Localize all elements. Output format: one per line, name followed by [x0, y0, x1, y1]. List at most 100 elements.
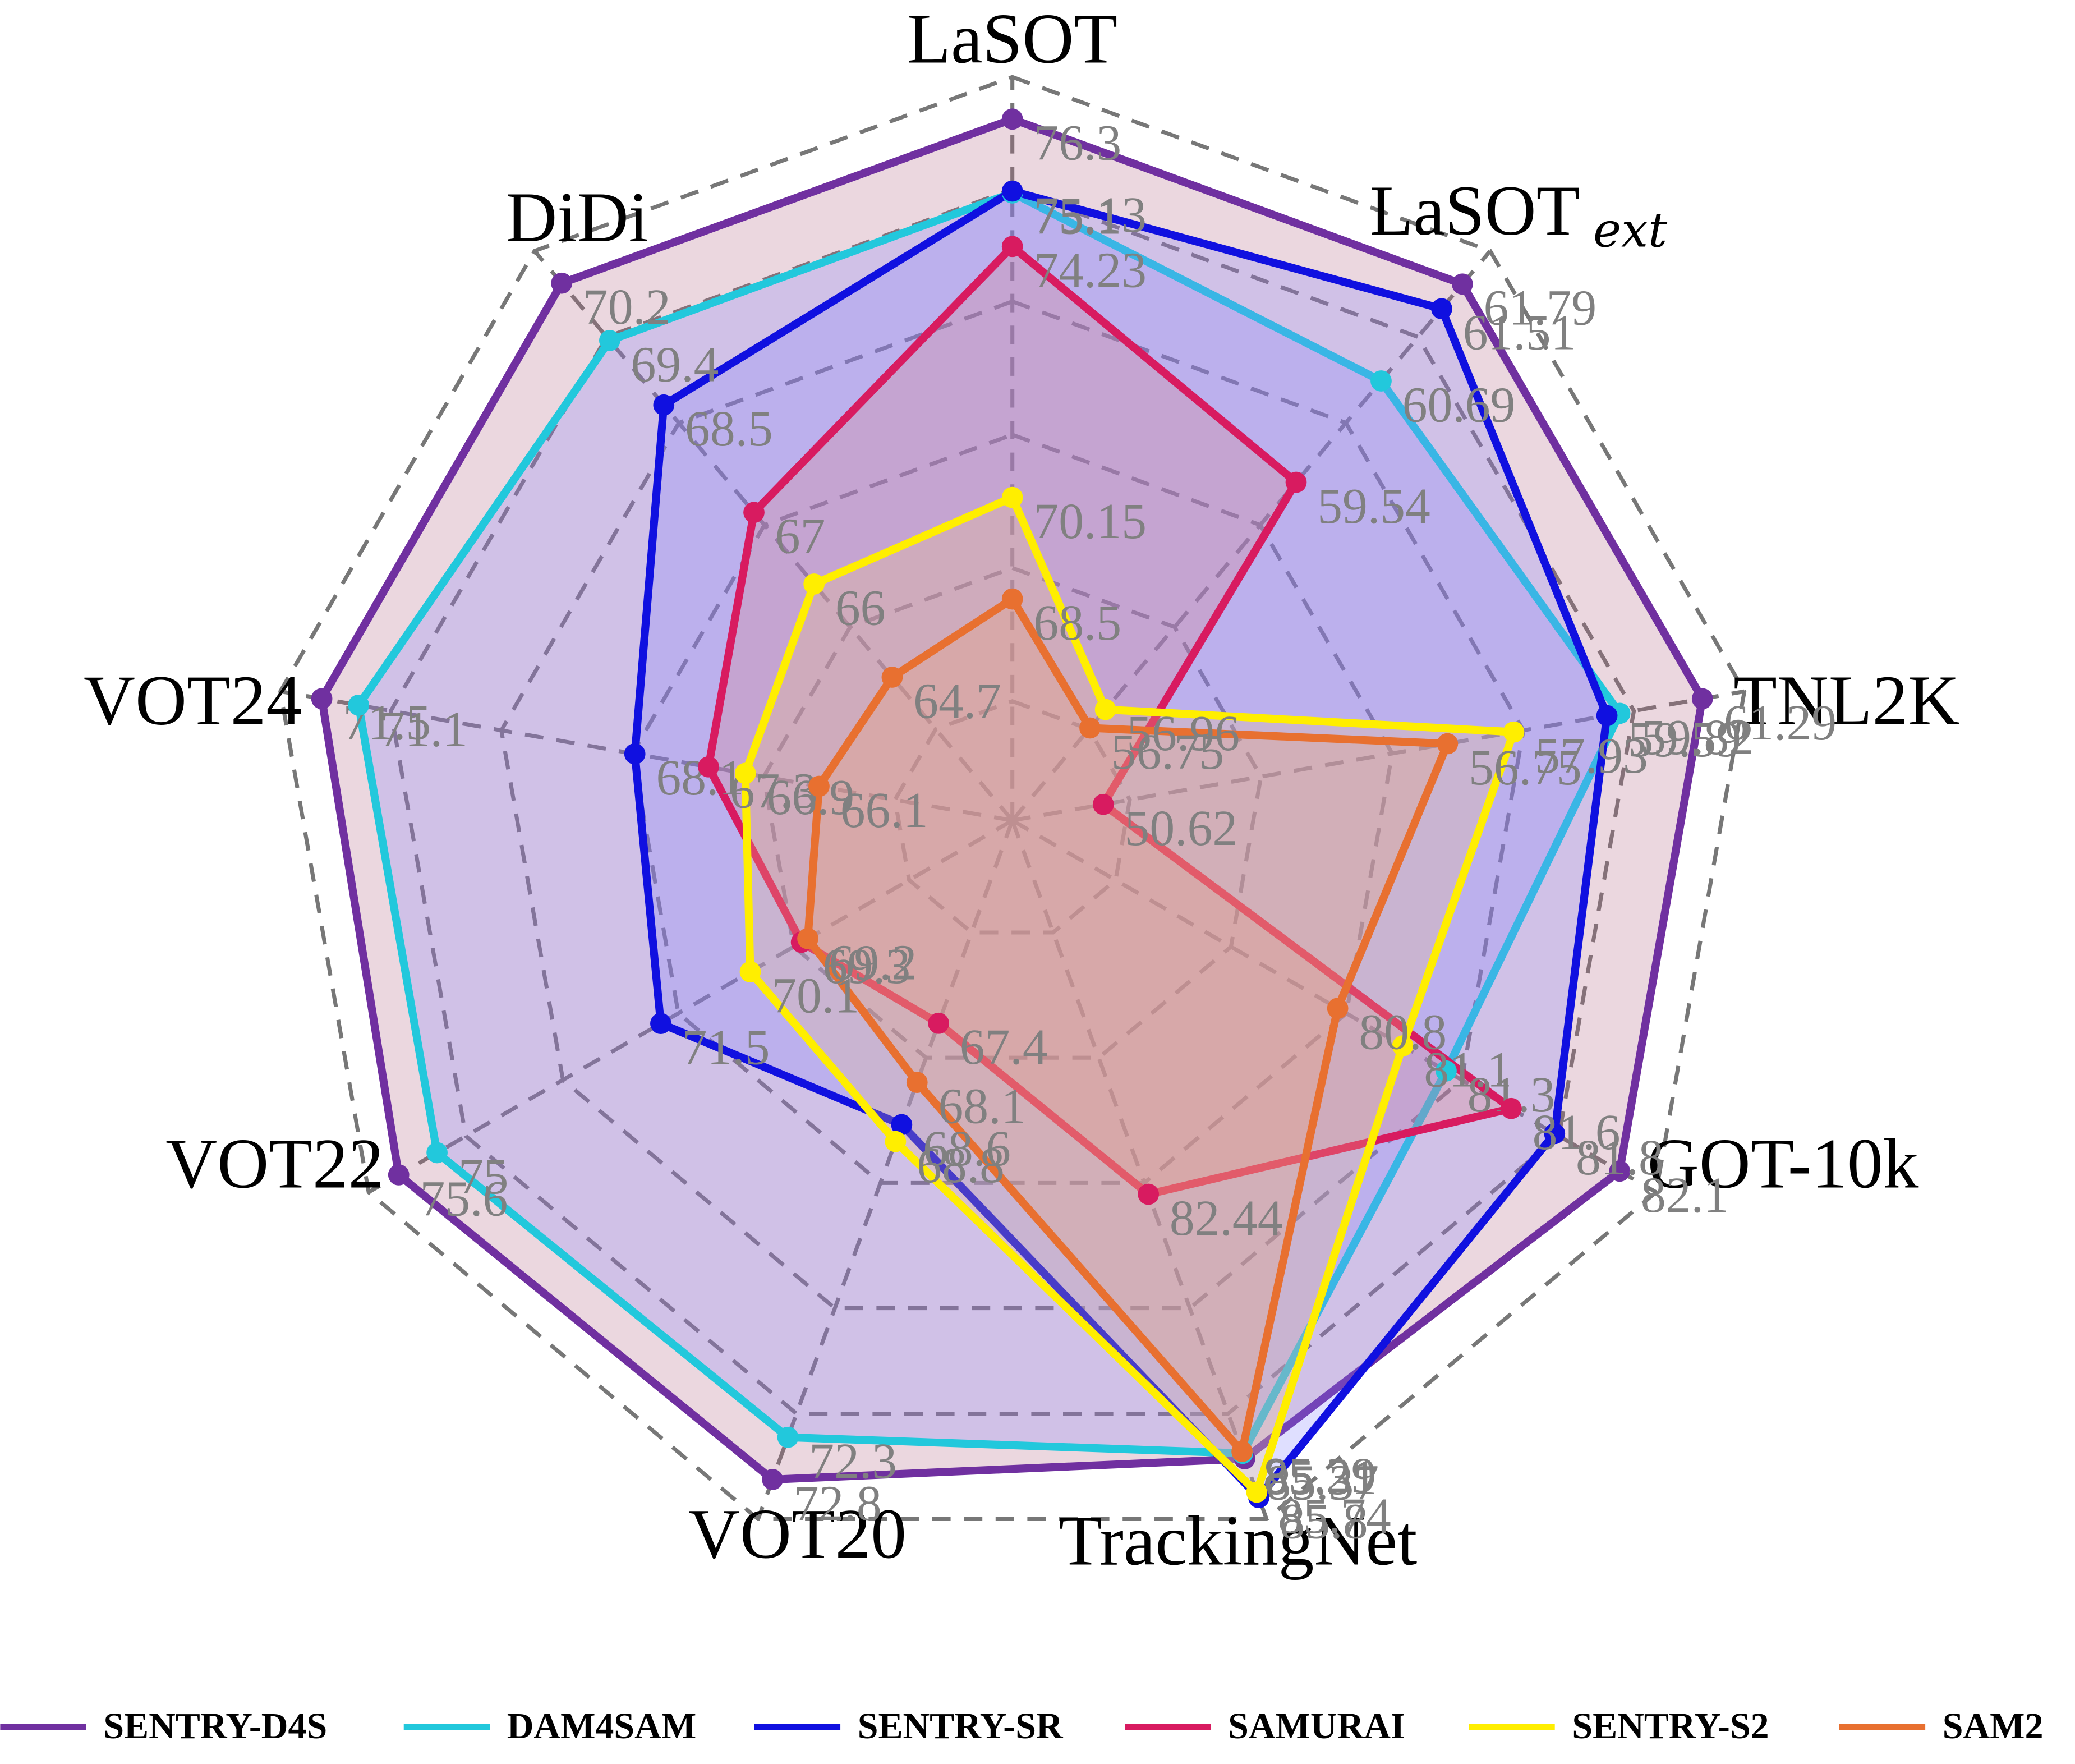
data-point — [734, 762, 756, 784]
value-label: 70.15 — [1033, 494, 1147, 549]
data-point — [1370, 370, 1392, 392]
value-label: 82.1 — [1641, 1168, 1729, 1223]
data-point — [1094, 699, 1116, 720]
value-label: 72.3 — [809, 1434, 897, 1489]
data-point — [803, 573, 825, 595]
data-point — [1691, 688, 1713, 710]
axis-label-name: GOT-10k — [1648, 1124, 1919, 1203]
axis-label-name: TNL2K — [1733, 661, 1959, 740]
grid-ring — [499, 299, 1526, 1311]
series-area — [803, 595, 1452, 1456]
data-point — [777, 1426, 799, 1448]
data-point — [808, 775, 830, 797]
data-point — [1437, 733, 1459, 755]
axis-label: TrackingNet — [1059, 1501, 1417, 1581]
axis-label: LaSOT — [907, 0, 1117, 79]
data-point — [743, 502, 765, 523]
value-label: 75.1 — [1033, 189, 1121, 245]
axis-label: VOT24 — [84, 661, 302, 740]
data-point — [1596, 705, 1618, 727]
data-point — [698, 756, 719, 778]
value-label: 68.1 — [938, 1079, 1027, 1134]
axis-label: GOT-10k — [1648, 1124, 1919, 1203]
value-label: 80.8 — [1359, 1005, 1447, 1060]
data-point — [928, 1012, 950, 1034]
value-label: 66 — [835, 580, 886, 636]
value-label: 68.5 — [1033, 595, 1121, 651]
data-point — [1327, 998, 1349, 1019]
data-point — [1392, 1035, 1414, 1056]
axis-label-name: TrackingNet — [1059, 1501, 1417, 1581]
data-point — [624, 743, 646, 765]
data-point — [1431, 298, 1452, 320]
data-point — [1001, 236, 1023, 258]
data-point — [551, 272, 573, 294]
data-point — [599, 330, 620, 351]
data-point — [762, 1469, 784, 1490]
value-label: 75.13 — [1033, 187, 1147, 243]
value-label: 67 — [775, 509, 826, 564]
axis-label-name: DiDi — [505, 178, 648, 257]
value-label: 71.5 — [682, 1020, 770, 1076]
value-label: 74.23 — [1033, 243, 1147, 298]
value-label: 85.8 — [1280, 1494, 1368, 1550]
value-label: 68.6 — [923, 1121, 1011, 1177]
value-label: 85.74 — [1278, 1489, 1391, 1544]
value-label: 50.62 — [1125, 801, 1238, 856]
data-point — [388, 1164, 410, 1186]
value-label: 56.75 — [1469, 740, 1582, 796]
value-label: 60.69 — [1402, 377, 1516, 433]
data-point — [653, 394, 675, 416]
grid-spoke — [367, 819, 1014, 1194]
value-label: 71.1 — [380, 701, 468, 757]
value-label: 59.54 — [1317, 479, 1430, 534]
data-point — [1452, 273, 1473, 295]
grid-spoke — [1010, 249, 1492, 822]
axis-label-name: VOT24 — [84, 661, 302, 740]
data-point — [1501, 1097, 1522, 1119]
value-label: 57.93 — [1535, 728, 1648, 784]
value-label: 66.1 — [840, 783, 928, 838]
data-point — [1138, 1183, 1160, 1205]
axis-label-name: LaSOT — [907, 0, 1117, 79]
value-label: 76.3 — [1033, 116, 1121, 171]
legend-label: SAMURAI — [1228, 1706, 1405, 1747]
axis-label-name: LaSOT — [1370, 171, 1580, 250]
axis-label-sub: ext — [1593, 203, 1668, 258]
grid-spoke — [1010, 820, 1269, 1520]
value-label: 69.4 — [631, 337, 719, 392]
value-label: 85.37 — [1266, 1455, 1379, 1510]
grid-ring — [630, 433, 1395, 1185]
grid-ring — [278, 75, 1747, 1522]
data-point — [1285, 471, 1307, 493]
data-point — [1609, 1160, 1631, 1182]
data-point — [1436, 1060, 1457, 1082]
data-point — [1001, 180, 1023, 202]
legend-label: SENTRY-D4S — [103, 1706, 327, 1747]
data-point — [1001, 588, 1023, 610]
data-point — [885, 1131, 907, 1152]
grid-spoke — [756, 820, 1015, 1520]
value-label: 82.44 — [1170, 1191, 1283, 1246]
series-area — [704, 242, 1516, 1198]
value-label: 66.9 — [766, 770, 854, 825]
legend-label: DAM4SAM — [507, 1706, 696, 1747]
axis-label-name: VOT20 — [688, 1495, 907, 1574]
axis-label-name: VOT22 — [165, 1124, 384, 1203]
value-label: 72.8 — [794, 1476, 882, 1531]
value-label: 67.4 — [960, 1019, 1048, 1075]
grid-ring — [761, 566, 1263, 1060]
axis-label: VOT22 — [165, 1124, 384, 1203]
data-point — [1503, 721, 1525, 743]
legend-label: SENTRY-SR — [858, 1706, 1064, 1747]
data-point — [426, 1142, 448, 1164]
value-label: 81.8 — [1576, 1130, 1664, 1186]
value-label: 68.8 — [917, 1138, 1005, 1193]
value-label: 70.2 — [583, 279, 671, 335]
axis-label: VOT20 — [688, 1495, 907, 1574]
axis-label: TNL2K — [1733, 661, 1959, 740]
value-label: 75.6 — [420, 1171, 508, 1226]
value-label: 59.82 — [1641, 710, 1754, 765]
data-point — [1544, 1123, 1566, 1145]
